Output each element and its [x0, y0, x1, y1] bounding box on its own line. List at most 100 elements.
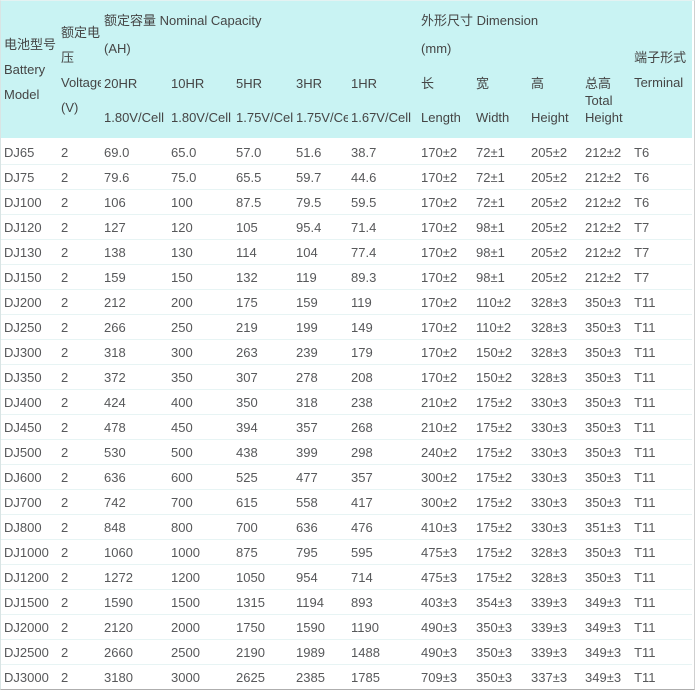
cell-cap-20hr: 127: [101, 214, 168, 239]
cell-cap-10hr: 200: [168, 289, 233, 314]
cell-cap-3hr: 51.6: [293, 138, 348, 164]
cell-cap-10hr: 130: [168, 239, 233, 264]
cell-voltage: 2: [58, 539, 101, 564]
cell-total-height: 212±2: [582, 239, 632, 264]
cell-cap-20hr: 266: [101, 314, 168, 339]
cell-cap-3hr: 119: [293, 264, 348, 289]
cell-cap-5hr: 700: [233, 514, 293, 539]
cell-voltage: 2: [58, 164, 101, 189]
cell-cap-10hr: 600: [168, 464, 233, 489]
cell-terminal: T11: [631, 489, 693, 514]
cell-length: 170±2: [418, 314, 474, 339]
cell-cap-3hr: 59.7: [293, 164, 348, 189]
cell-terminal: T11: [631, 314, 693, 339]
cell-cap-3hr: 1989: [293, 639, 348, 664]
cell-total-height: 212±2: [582, 138, 632, 164]
cell-height: 205±2: [528, 239, 583, 264]
cell-cap-10hr: 1000: [168, 539, 233, 564]
cell-width: 72±1: [473, 138, 529, 164]
cell-terminal: T6: [631, 189, 693, 214]
cell-cap-5hr: 219: [233, 314, 293, 339]
cell-cap-10hr: 100: [168, 189, 233, 214]
cell-total-height: 350±3: [582, 539, 632, 564]
cell-cap-1hr: 417: [348, 489, 419, 514]
cell-terminal: T11: [631, 589, 693, 614]
cell-length: 300±2: [418, 489, 474, 514]
cell-terminal: T11: [631, 289, 693, 314]
cell-voltage: 2: [58, 289, 101, 314]
cell-cap-5hr: 394: [233, 414, 293, 439]
cell-terminal: T11: [631, 539, 693, 564]
cell-voltage: 2: [58, 239, 101, 264]
cell-voltage: 2: [58, 264, 101, 289]
dimension-group-unit: (mm): [421, 41, 452, 56]
cell-model: DJ1500: [1, 589, 58, 614]
cell-cap-1hr: 38.7: [348, 138, 419, 164]
subheader-length: 长 Length: [418, 63, 474, 138]
cell-terminal: T11: [631, 614, 693, 639]
cell-total-height: 351±3: [582, 514, 632, 539]
table-row: DJ1200 2 1272 1200 1050 954 714 475±3 175±2 328±3…: [1, 564, 693, 589]
cell-width: 175±2: [473, 539, 529, 564]
header-terminal: 端子形式 Terminal: [631, 1, 693, 138]
cell-width: 150±2: [473, 339, 529, 364]
cell-height: 328±3: [528, 339, 583, 364]
table-body: DJ65 2 69.0 65.0 57.0 51.6 38.7 170±2 72±1 205±2 2…: [1, 138, 693, 689]
subheader-height: 高 Height: [528, 63, 583, 138]
cell-total-height: 212±2: [582, 164, 632, 189]
cell-height: 330±3: [528, 414, 583, 439]
cell-model: DJ350: [1, 364, 58, 389]
cell-cap-20hr: 2120: [101, 614, 168, 639]
cell-total-height: 212±2: [582, 264, 632, 289]
cell-length: 240±2: [418, 439, 474, 464]
cell-model: DJ800: [1, 514, 58, 539]
cell-cap-20hr: 212: [101, 289, 168, 314]
cell-cap-20hr: 424: [101, 389, 168, 414]
cell-cap-1hr: 714: [348, 564, 419, 589]
cell-cap-3hr: 239: [293, 339, 348, 364]
cell-model: DJ400: [1, 389, 58, 414]
cell-cap-1hr: 238: [348, 389, 419, 414]
cell-cap-3hr: 79.5: [293, 189, 348, 214]
cell-model: DJ250: [1, 314, 58, 339]
cell-model: DJ700: [1, 489, 58, 514]
cell-cap-3hr: 477: [293, 464, 348, 489]
table-row: DJ800 2 848 800 700 636 476 410±3 175±2 330±3 351±…: [1, 514, 693, 539]
cell-cap-5hr: 87.5: [233, 189, 293, 214]
capacity-group-unit: (AH): [104, 41, 131, 56]
cell-height: 339±3: [528, 589, 583, 614]
cell-cap-10hr: 1500: [168, 589, 233, 614]
cell-cap-20hr: 530: [101, 439, 168, 464]
cell-height: 205±2: [528, 164, 583, 189]
capacity-group-title: 额定容量 Nominal Capacity: [104, 13, 262, 28]
cell-terminal: T7: [631, 264, 693, 289]
table-row: DJ600 2 636 600 525 477 357 300±2 175±2 330±3 350±…: [1, 464, 693, 489]
cell-width: 110±2: [473, 314, 529, 339]
subheader-1hr: 1HR 1.67V/Cell: [348, 63, 419, 138]
cell-length: 170±2: [418, 138, 474, 164]
cell-cap-1hr: 179: [348, 339, 419, 364]
cell-cap-1hr: 357: [348, 464, 419, 489]
cell-terminal: T11: [631, 364, 693, 389]
cell-height: 328±3: [528, 364, 583, 389]
cell-cap-10hr: 350: [168, 364, 233, 389]
cell-model: DJ1000: [1, 539, 58, 564]
cell-cap-20hr: 159: [101, 264, 168, 289]
cell-model: DJ2000: [1, 614, 58, 639]
cell-cap-20hr: 69.0: [101, 138, 168, 164]
cell-cap-3hr: 1194: [293, 589, 348, 614]
cell-cap-3hr: 95.4: [293, 214, 348, 239]
cell-height: 205±2: [528, 189, 583, 214]
cell-height: 205±2: [528, 214, 583, 239]
table-row: DJ1000 2 1060 1000 875 795 595 475±3 175±2 328±3 3…: [1, 539, 693, 564]
cell-cap-1hr: 59.5: [348, 189, 419, 214]
cell-cap-20hr: 1272: [101, 564, 168, 589]
table-row: DJ250 2 266 250 219 199 149 170±2 110±2 328±3 350±…: [1, 314, 693, 339]
cell-cap-5hr: 175: [233, 289, 293, 314]
table-row: DJ150 2 159 150 132 119 89.3 170±2 98±1 205±2 212±…: [1, 264, 693, 289]
cell-cap-3hr: 399: [293, 439, 348, 464]
cell-width: 354±3: [473, 589, 529, 614]
cell-cap-3hr: 104: [293, 239, 348, 264]
cell-cap-5hr: 1315: [233, 589, 293, 614]
cell-cap-10hr: 250: [168, 314, 233, 339]
